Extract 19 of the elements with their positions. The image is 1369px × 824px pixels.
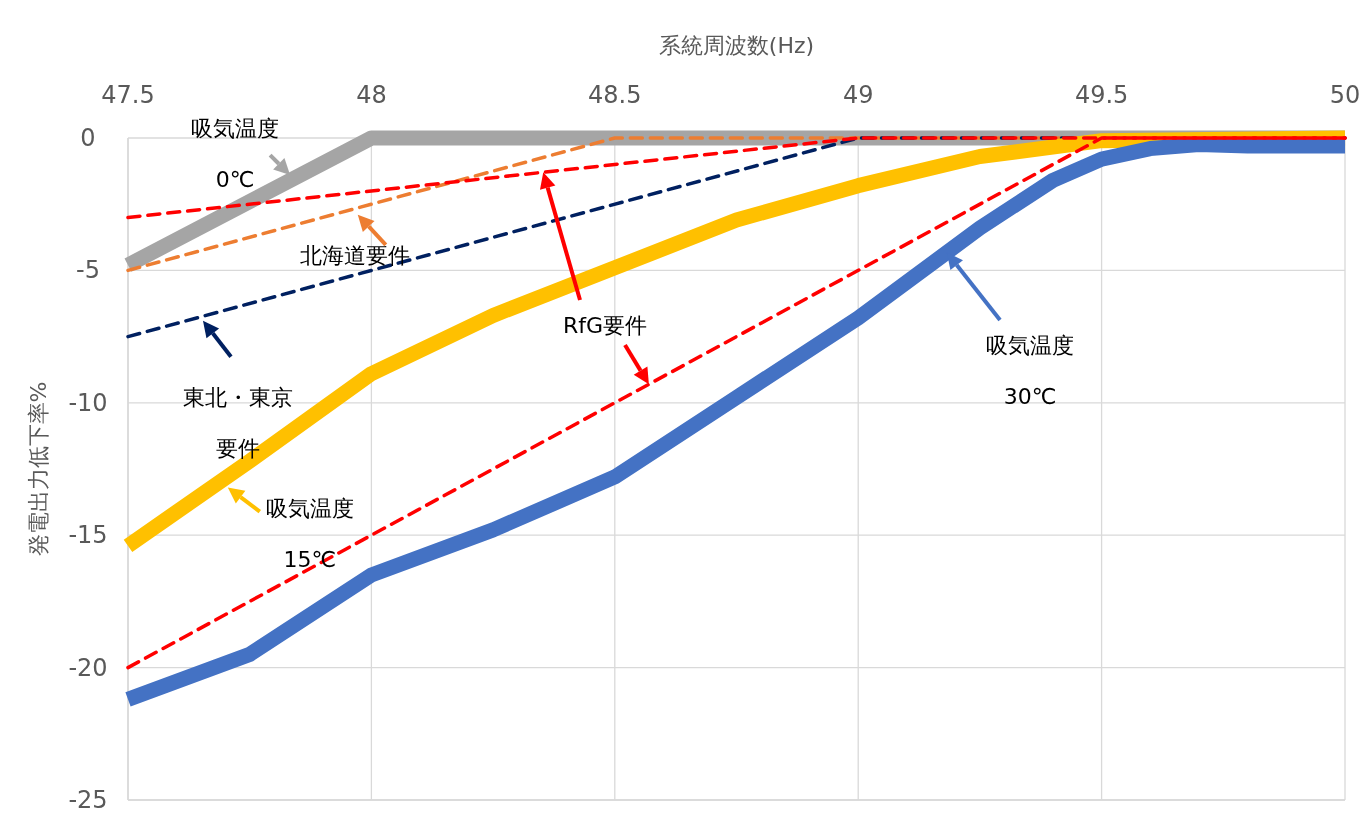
y-tick-label: -10 — [68, 388, 108, 417]
x-tick-label: 49.5 — [1074, 81, 1129, 109]
y-tick-label: -15 — [68, 521, 108, 550]
x-tick-label: 47.5 — [101, 81, 155, 109]
annotation: 吸気温度 15℃ — [265, 495, 354, 572]
annotation: 吸気温度 30℃ — [986, 332, 1074, 409]
x-tick-label: 49 — [842, 81, 874, 109]
y-tick-label: -20 — [68, 653, 108, 682]
y-tick-label: -5 — [76, 256, 100, 285]
x-tick-label: 48 — [356, 81, 387, 109]
x-tick-label: 48.5 — [588, 81, 642, 109]
y-tick-label: 0 — [80, 124, 96, 152]
annotation: RfG要件 — [562, 312, 648, 338]
annotation: 北海道要件 — [299, 242, 410, 268]
x-tick-label: 50 — [1329, 81, 1361, 109]
annotation: 東北・東京要件 — [182, 384, 293, 461]
y-tick-label: -25 — [68, 786, 108, 814]
y-axis-title: 発電出力低下率% — [25, 381, 51, 557]
x-axis-title: 系統周波数(Hz) — [658, 32, 815, 58]
